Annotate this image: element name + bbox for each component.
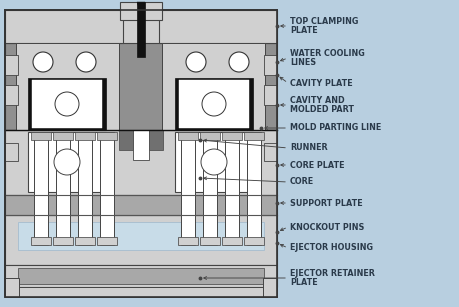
Bar [178, 132, 197, 140]
Bar [162, 43, 264, 130]
Text: EJECTOR HOUSING: EJECTOR HOUSING [289, 243, 372, 252]
Bar [5, 215, 276, 265]
Circle shape [201, 149, 226, 175]
Circle shape [33, 52, 53, 72]
Bar [34, 132, 48, 245]
Text: RUNNER: RUNNER [289, 143, 327, 153]
Circle shape [229, 52, 248, 72]
Text: KNOCKOUT PINS: KNOCKOUT PINS [289, 223, 364, 231]
Bar [16, 43, 119, 130]
Bar [5, 195, 276, 215]
Bar [18, 268, 263, 284]
Text: CAVITY PLATE: CAVITY PLATE [289, 79, 352, 87]
Bar [5, 10, 123, 43]
Bar [75, 237, 95, 245]
Circle shape [185, 52, 206, 72]
Bar [28, 78, 106, 130]
Bar [179, 80, 248, 128]
Text: SUPPORT PLATE: SUPPORT PLATE [289, 199, 362, 208]
Circle shape [202, 92, 225, 116]
Bar [133, 130, 149, 160]
Bar [78, 132, 92, 245]
Bar [263, 143, 276, 161]
Bar [5, 10, 276, 295]
Bar [246, 132, 260, 245]
Bar [75, 132, 95, 140]
Bar [174, 78, 252, 130]
Bar [200, 237, 219, 245]
Bar [120, 2, 162, 20]
Bar [263, 85, 276, 105]
Bar [180, 132, 195, 245]
Text: TOP CLAMPING
PLATE: TOP CLAMPING PLATE [289, 17, 358, 35]
Bar [56, 132, 70, 245]
Text: EJECTOR RETAINER
PLATE: EJECTOR RETAINER PLATE [289, 269, 374, 287]
Bar [5, 85, 18, 105]
Polygon shape [137, 2, 145, 12]
Circle shape [76, 52, 96, 72]
Bar [53, 132, 73, 140]
Text: CORE PLATE: CORE PLATE [289, 161, 344, 169]
Bar [200, 132, 219, 140]
Bar [18, 287, 263, 297]
Bar [224, 132, 239, 245]
Bar [5, 278, 19, 297]
Bar [32, 80, 102, 128]
Bar [53, 237, 73, 245]
Bar [149, 130, 162, 150]
Text: CAVITY AND
MOLDED PART: CAVITY AND MOLDED PART [289, 96, 353, 114]
Bar [97, 237, 117, 245]
Bar [18, 222, 263, 250]
Bar [100, 132, 114, 245]
Circle shape [55, 92, 79, 116]
Bar [263, 55, 276, 75]
Bar [5, 130, 276, 195]
Bar [97, 132, 117, 140]
Bar [5, 43, 276, 130]
Bar [31, 237, 51, 245]
Bar [174, 132, 252, 192]
Bar [5, 55, 18, 75]
Bar [5, 265, 276, 287]
Bar [178, 237, 197, 245]
Bar [137, 2, 145, 57]
Bar [263, 278, 276, 297]
Bar [31, 132, 51, 140]
Text: MOLD PARTING LINE: MOLD PARTING LINE [289, 123, 381, 133]
Bar [222, 237, 241, 245]
Bar [243, 237, 263, 245]
Bar [28, 132, 106, 192]
Bar [5, 143, 18, 161]
Text: CORE: CORE [289, 177, 313, 186]
Bar [202, 132, 217, 245]
Bar [159, 10, 276, 43]
Bar [119, 130, 133, 150]
Bar [222, 132, 241, 140]
Circle shape [54, 149, 80, 175]
Text: WATER COOLING
LINES: WATER COOLING LINES [289, 49, 364, 67]
Bar [243, 132, 263, 140]
